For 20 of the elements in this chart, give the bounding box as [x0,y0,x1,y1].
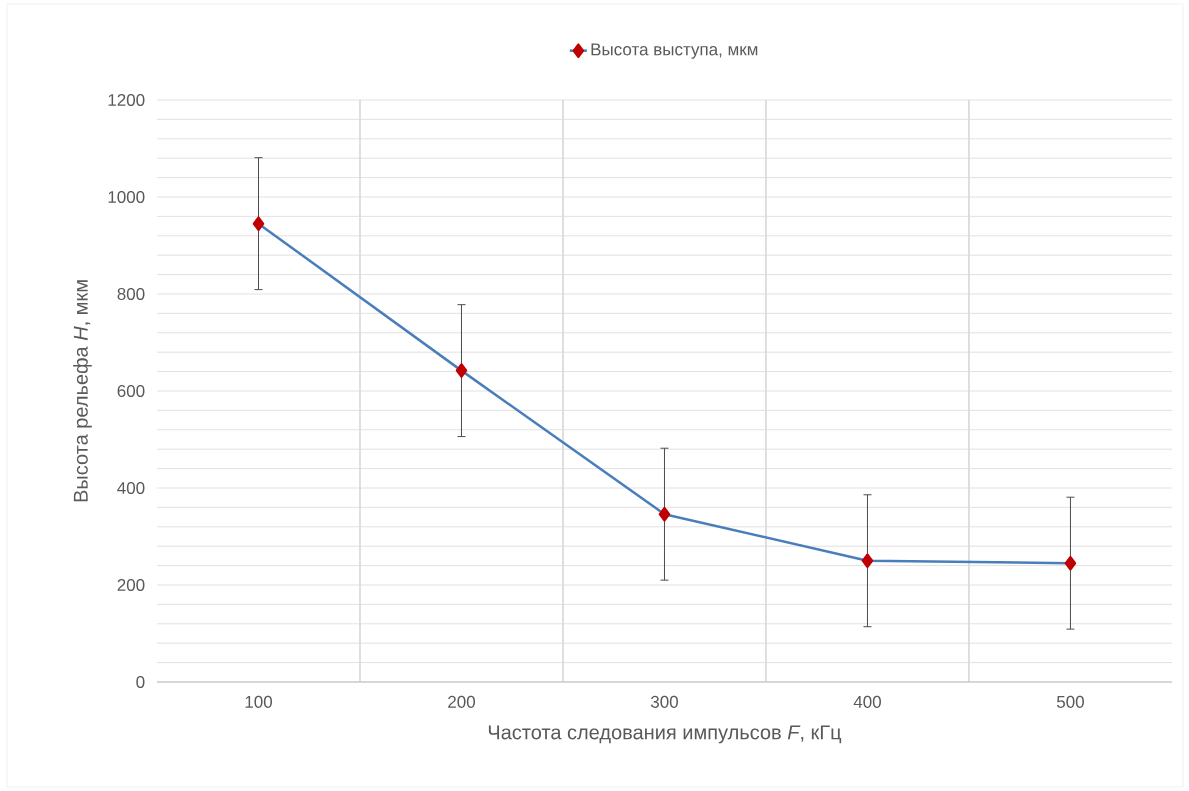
y-axis-title: Высота рельефа H, мкм [73,280,92,502]
legend-label: Высота выступа, мкм [591,43,758,59]
point [1064,555,1077,571]
x-tick-label: 300 [650,695,678,708]
x-axis-title: Частота следования импульсов F, кГц [488,725,842,744]
point [252,216,265,231]
y-tick-label: 0 [136,675,145,689]
point [455,363,468,378]
x-tick-label: 400 [853,695,881,708]
y-tick-label: 1000 [108,190,145,204]
point [861,553,874,568]
y-tick-label: 800 [117,287,145,301]
point [658,506,671,522]
y-tick-label: 400 [117,481,145,495]
x-tick-label: 100 [245,695,273,708]
x-tick-label: 500 [1056,695,1084,708]
y-tick-label: 1200 [108,93,145,107]
y-tick-label: 200 [117,578,145,592]
x-tick-label: 200 [448,695,476,708]
y-tick-label: 600 [117,384,145,398]
